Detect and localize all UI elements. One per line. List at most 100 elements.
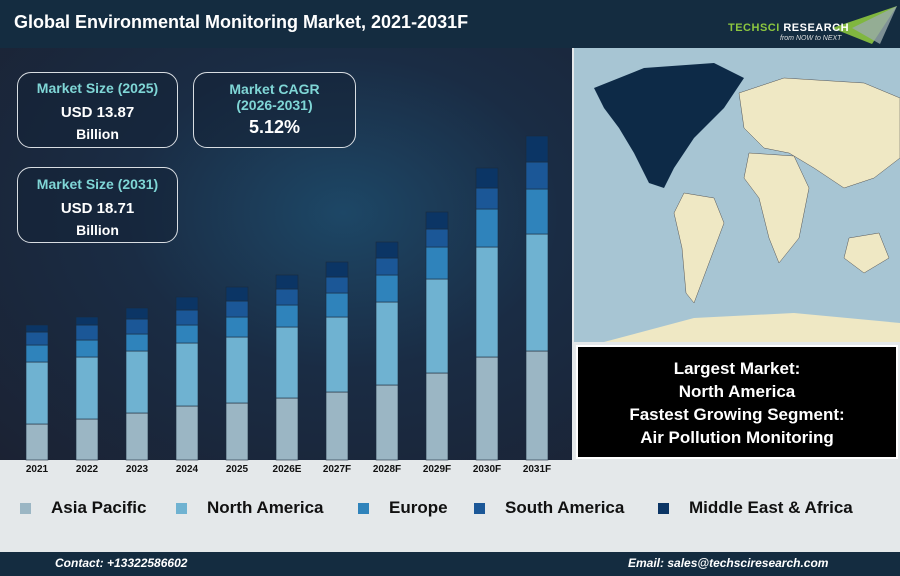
x-tick-label: 2026E xyxy=(273,464,302,475)
x-tick-label: 2029F xyxy=(423,464,451,475)
antarctica-shape xyxy=(604,313,900,342)
largest-market-label: Largest Market: xyxy=(673,359,801,378)
bar-segment-middle-east-africa xyxy=(125,307,149,320)
bar-segment-middle-east-africa xyxy=(25,324,49,333)
africa-shape xyxy=(743,152,810,264)
bar-segment-north-america xyxy=(325,316,349,393)
card-label: Market Size (2025) xyxy=(36,80,159,96)
market-size-2031-card: Market Size (2031) USD 18.71 Billion xyxy=(17,167,178,243)
largest-market-value: North America xyxy=(678,382,796,401)
market-cagr-card: Market CAGR (2026-2031) 5.12% xyxy=(193,72,356,148)
x-tick-label: 2027F xyxy=(323,464,351,475)
bar-segment-north-america xyxy=(175,342,199,407)
bar-segment-asia-pacific xyxy=(75,418,99,461)
bar-chart: 2021 2022 2023 2024 2025 2026E 2027F 2028F 2029F… xyxy=(0,135,572,478)
bar-segment-asia-pacific xyxy=(425,372,449,461)
card-unit: Billion xyxy=(76,222,119,238)
north-america-shape xyxy=(594,63,744,188)
x-tick-label: 2030F xyxy=(473,464,501,475)
page-title: Global Environmental Monitoring Market, … xyxy=(14,12,469,32)
bar-segment-europe xyxy=(225,316,249,338)
bar-segment-europe xyxy=(125,333,149,352)
bar-segment-north-america xyxy=(525,233,549,352)
bar-segment-middle-east-africa xyxy=(425,211,449,230)
bar-segment-middle-east-africa xyxy=(75,316,99,326)
legend-item: Europe xyxy=(358,498,448,518)
fastest-segment-label: Fastest Growing Segment: xyxy=(629,405,845,424)
legend-item: Middle East & Africa xyxy=(658,498,853,518)
bar-segment-south-america xyxy=(425,228,449,248)
bar-segment-middle-east-africa xyxy=(275,274,299,290)
legend-label: North America xyxy=(207,498,324,517)
bar-segment-asia-pacific xyxy=(475,356,499,461)
x-tick-label: 2024 xyxy=(176,464,199,475)
contact-email: Email: sales@techsciresearch.com xyxy=(628,556,829,570)
bar-segment-asia-pacific xyxy=(225,402,249,461)
bar-segment-north-america xyxy=(425,278,449,374)
key-insights-box: Largest Market: North America Fastest Gr… xyxy=(576,345,898,459)
bar-segment-europe xyxy=(175,324,199,344)
world-map xyxy=(574,48,900,342)
bar-segment-middle-east-africa xyxy=(525,135,549,163)
bar-segment-south-america xyxy=(25,331,49,346)
legend-item: South America xyxy=(474,498,624,518)
legend-swatch xyxy=(358,502,369,514)
bar-segment-south-america xyxy=(475,187,499,210)
bar-segment-middle-east-africa xyxy=(175,296,199,311)
bar-segment-asia-pacific xyxy=(275,397,299,461)
legend-swatch xyxy=(20,502,31,514)
legend-label: Asia Pacific xyxy=(51,498,147,517)
bar-segment-north-america xyxy=(25,361,49,425)
legend-label: South America xyxy=(505,498,625,517)
x-tick-label: 2031F xyxy=(523,464,551,475)
bar-segment-north-america xyxy=(375,301,399,386)
card-label: Market CAGR xyxy=(229,81,320,97)
x-tick-label: 2025 xyxy=(226,464,249,475)
bar-segment-middle-east-africa xyxy=(475,167,499,189)
fastest-segment-value: Air Pollution Monitoring xyxy=(640,428,834,447)
logo-text: TECHSCI RESEARCH xyxy=(728,22,850,34)
card-period: (2026-2031) xyxy=(236,97,313,113)
bar-segment-middle-east-africa xyxy=(325,261,349,278)
bar-segment-south-america xyxy=(325,276,349,294)
bar-segment-europe xyxy=(275,304,299,328)
card-value: USD 13.87 xyxy=(60,104,135,121)
bar-segment-north-america xyxy=(475,246,499,358)
legend: Asia Pacific North America Europe South … xyxy=(0,498,900,526)
europe-asia-shape xyxy=(738,77,900,189)
bar-segment-south-america xyxy=(75,324,99,341)
bar-segment-europe xyxy=(525,188,549,235)
bar-segment-south-america xyxy=(175,309,199,326)
market-size-2025-card: Market Size (2025) USD 13.87 Billion xyxy=(17,72,178,148)
x-tick-label: 2028F xyxy=(373,464,401,475)
bar-segment-south-america xyxy=(125,318,149,335)
card-unit: Billion xyxy=(76,126,119,142)
bar-segment-middle-east-africa xyxy=(225,286,249,302)
legend-item: North America xyxy=(176,498,324,518)
bar-segment-europe xyxy=(325,292,349,318)
logo: TECHSCI RESEARCH from NOW to NEXT xyxy=(722,4,897,46)
bar-segment-south-america xyxy=(275,288,299,306)
bar-segment-asia-pacific xyxy=(25,423,49,461)
bar-segment-north-america xyxy=(225,336,249,404)
bar-segment-europe xyxy=(375,274,399,303)
legend-item: Asia Pacific xyxy=(20,498,146,518)
footer: Contact: +13322586602 Email: sales@techs… xyxy=(0,552,900,576)
x-axis-band xyxy=(0,460,572,478)
bar-segment-asia-pacific xyxy=(525,350,549,461)
x-tick-label: 2021 xyxy=(26,464,49,475)
x-tick-label: 2023 xyxy=(126,464,149,475)
card-value: USD 18.71 xyxy=(60,200,135,217)
bar-segment-middle-east-africa xyxy=(375,241,399,259)
bar-segment-north-america xyxy=(275,326,299,399)
bar-segment-asia-pacific xyxy=(125,412,149,461)
legend-label: Middle East & Africa xyxy=(689,498,853,517)
bar-segment-south-america xyxy=(225,300,249,318)
bar-segment-north-america xyxy=(75,356,99,420)
bar-segment-europe xyxy=(75,339,99,358)
bar-segment-south-america xyxy=(525,161,549,190)
legend-swatch xyxy=(658,502,669,514)
legend-swatch xyxy=(474,502,485,514)
bar-segment-asia-pacific xyxy=(325,391,349,461)
card-value: 5.12% xyxy=(248,117,301,137)
